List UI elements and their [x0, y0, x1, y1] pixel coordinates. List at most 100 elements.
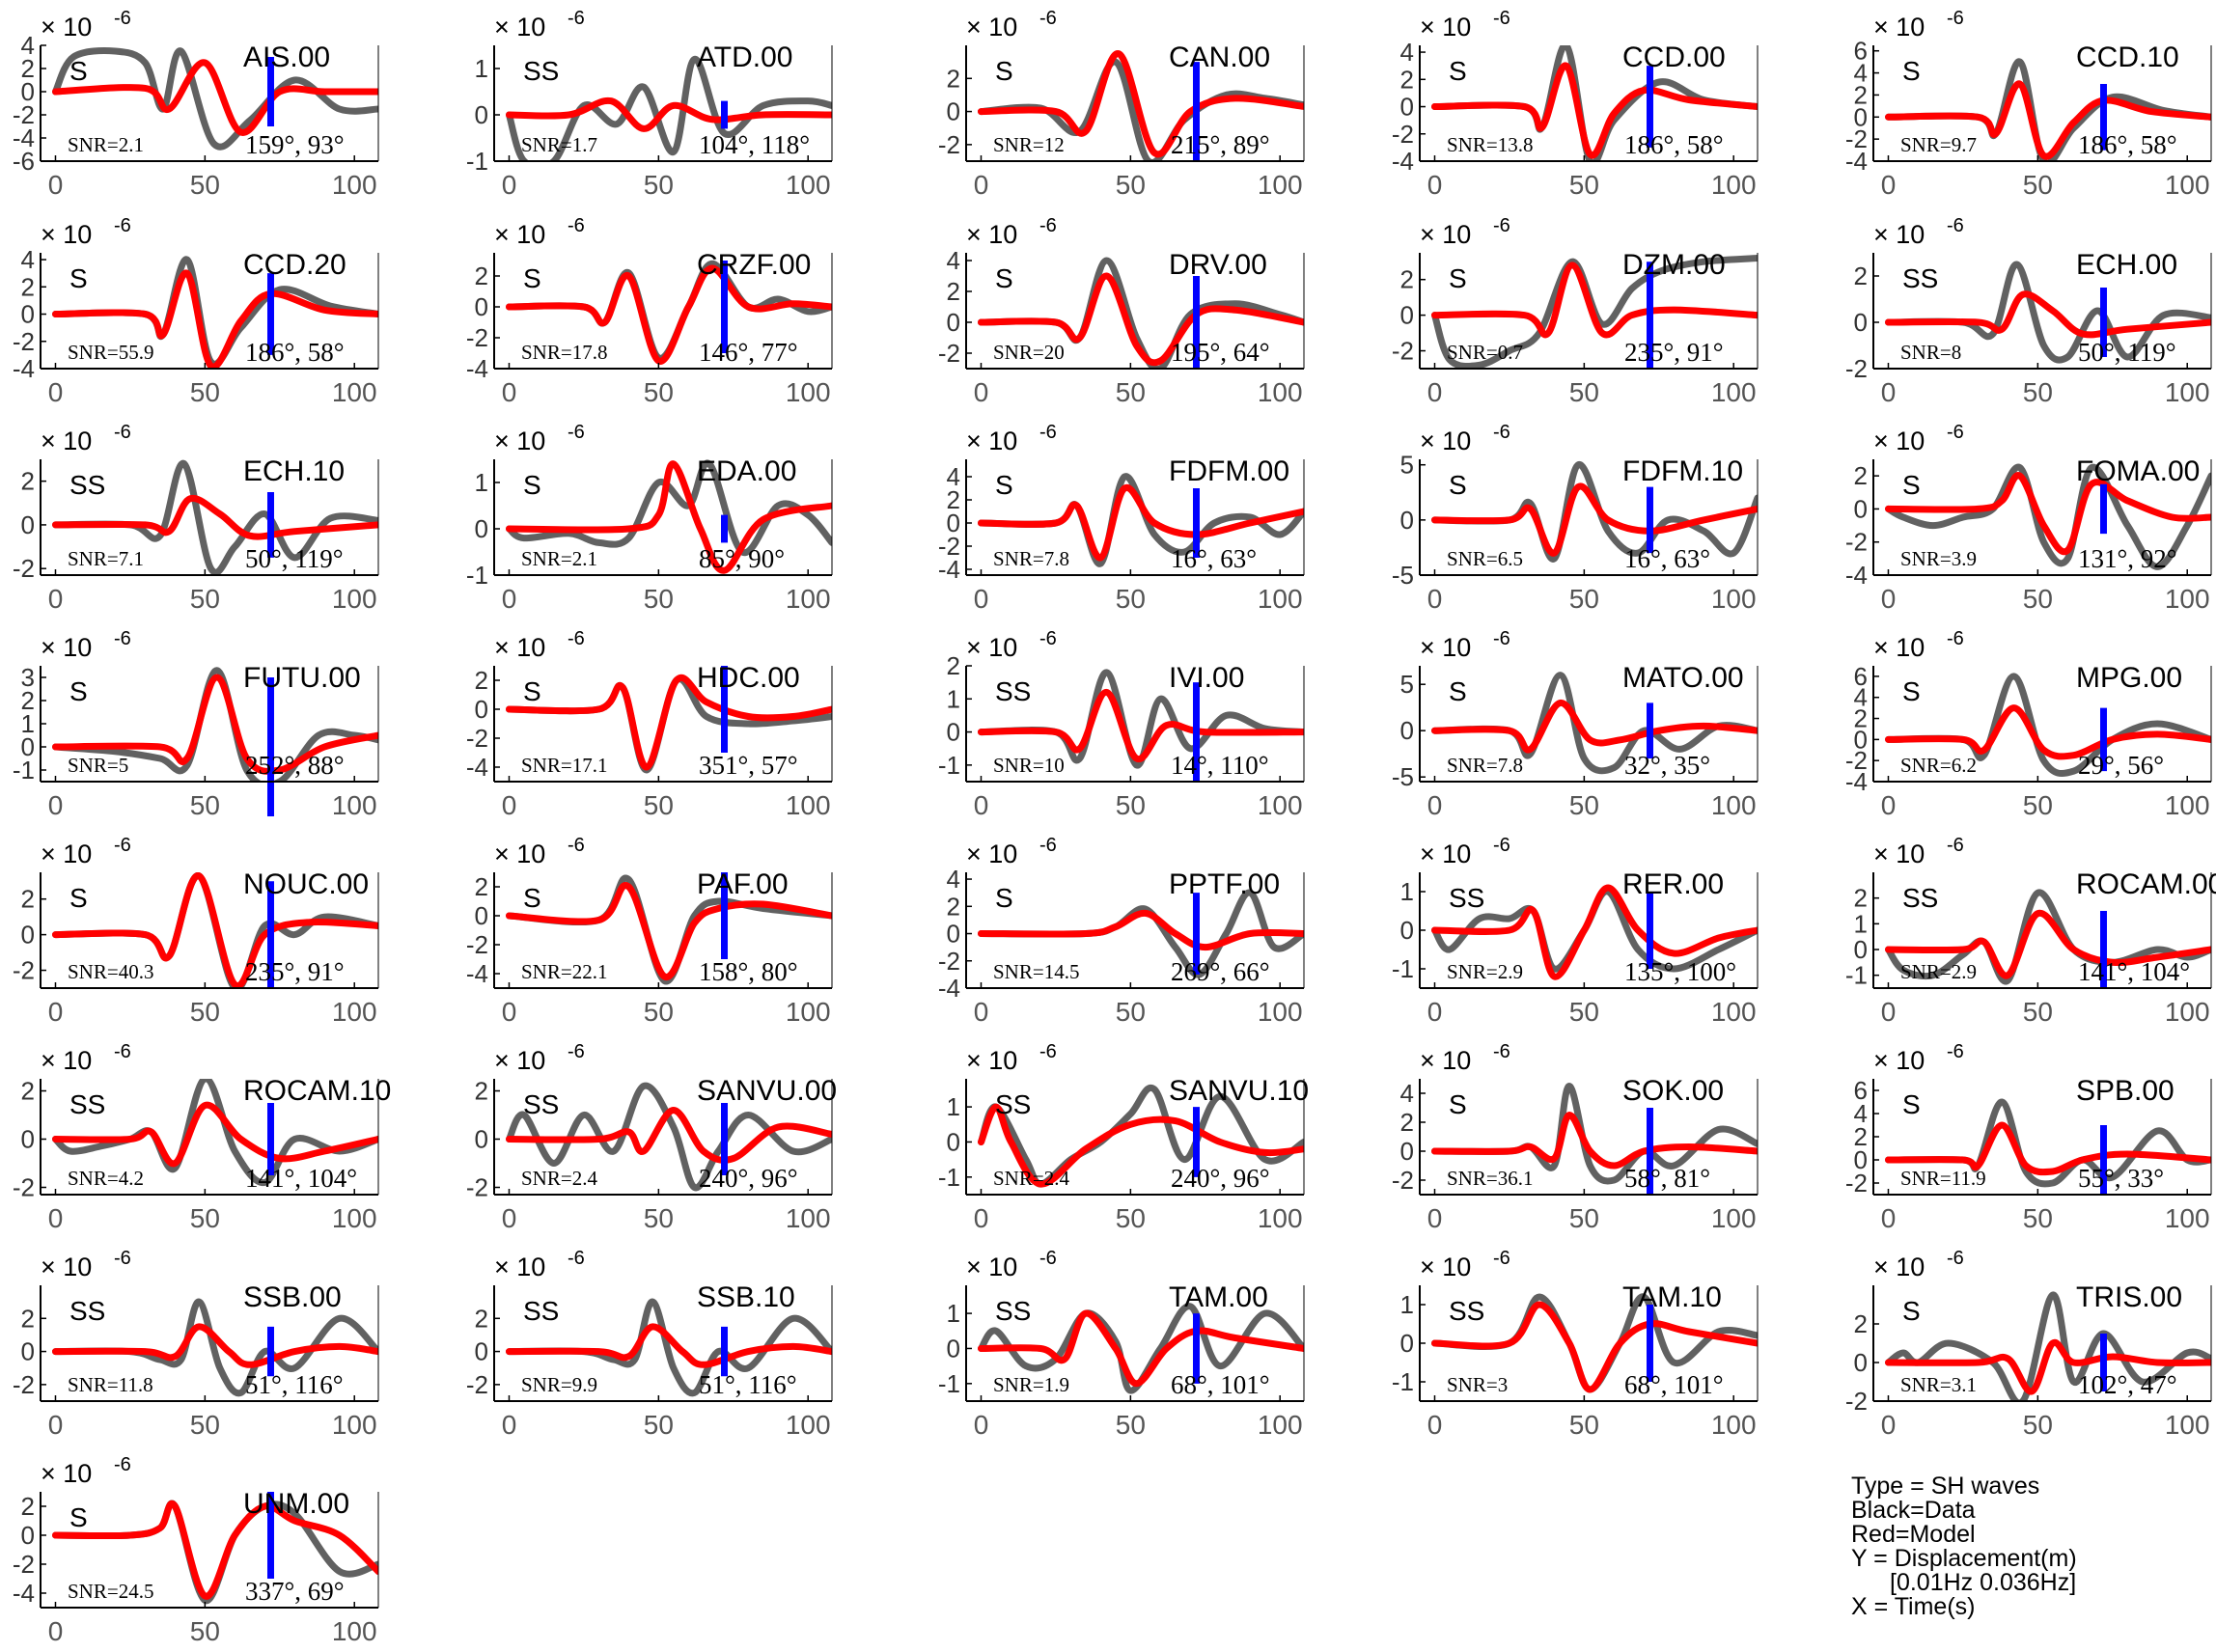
y-tick-label: 0 — [475, 514, 488, 543]
traces — [978, 257, 1304, 369]
traces — [1431, 672, 1758, 775]
y-tick-label: 0 — [21, 1521, 35, 1550]
x-tick-label: 100 — [2165, 170, 2210, 200]
legend-type: Type = SH waves — [1851, 1473, 2040, 1500]
x-tick-label: 0 — [1881, 584, 1897, 614]
y-tick-label: 0 — [1400, 506, 1414, 535]
model-trace — [1885, 290, 2211, 339]
exponent-label: × 10 — [1873, 220, 1925, 249]
snr-label: SNR=9.7 — [1900, 133, 1977, 156]
x-tick-label: 100 — [786, 1410, 831, 1440]
exponent-power: -6 — [1947, 215, 1964, 236]
y-tick-label: 1 — [1400, 1290, 1414, 1319]
x-tick-label: 50 — [190, 1203, 220, 1233]
x-tick-label: 0 — [1881, 377, 1897, 407]
x-tick-label: 50 — [190, 377, 220, 407]
exponent-label: × 10 — [494, 633, 545, 662]
x-tick-label: 0 — [974, 377, 989, 407]
angles-label: 141°, 104° — [2078, 957, 2190, 986]
station-label: NOUC.00 — [243, 868, 369, 900]
y-tick-label: -4 — [1845, 561, 1868, 590]
station-label: FDFM.00 — [1169, 455, 1289, 487]
traces — [52, 1298, 378, 1397]
x-tick-label: 100 — [332, 170, 377, 200]
x-tick-label: 100 — [1258, 997, 1303, 1027]
exponent-label: × 10 — [41, 1459, 92, 1488]
exponent-label: × 10 — [966, 1253, 1017, 1281]
x-tick-label: 0 — [502, 377, 517, 407]
model-trace — [1431, 482, 1758, 557]
exponent-label: × 10 — [1420, 220, 1471, 249]
y-tick-label: -2 — [466, 323, 488, 352]
angles-label: 68°, 101° — [1624, 1370, 1724, 1399]
exponent-power: -6 — [114, 1041, 131, 1062]
snr-label: SNR=7.1 — [68, 547, 144, 570]
y-tick-label: 2 — [1854, 1122, 1868, 1151]
x-tick-label: 50 — [2023, 790, 2053, 820]
y-tick-label: -1 — [938, 1369, 960, 1398]
y-tick-label: 0 — [947, 1334, 960, 1363]
x-tick-label: 50 — [1116, 170, 1146, 200]
phase-label: S — [69, 263, 88, 293]
x-tick-label: 0 — [974, 584, 989, 614]
phase-label: SS — [69, 470, 105, 500]
station-label: PAF.00 — [697, 868, 789, 900]
traces — [978, 50, 1304, 161]
y-tick-label: 0 — [1854, 308, 1868, 337]
panel-ech-00: × 10 -6 2 0 -2 0 50 100 SS ECH.00 SNR=8 50°, 119° — [1845, 215, 2212, 407]
angles-label: 16°, 63° — [1171, 544, 1257, 573]
y-tick-label: -1 — [1392, 954, 1414, 983]
y-tick-label: -2 — [13, 956, 35, 985]
x-tick-label: 100 — [786, 584, 831, 614]
angles-label: 102°, 47° — [2078, 1370, 2177, 1399]
snr-label: SNR=3 — [1447, 1373, 1508, 1396]
y-tick-label: 0 — [21, 1337, 35, 1366]
angles-label: 14°, 110° — [1171, 751, 1269, 780]
y-tick-label: 0 — [947, 97, 960, 126]
y-tick-label: 2 — [21, 467, 35, 496]
x-tick-label: 0 — [502, 790, 517, 820]
snr-label: SNR=20 — [993, 341, 1065, 364]
x-tick-label: 0 — [502, 997, 517, 1027]
angles-label: 195°, 64° — [1171, 338, 1270, 367]
x-tick-label: 100 — [332, 997, 377, 1027]
x-tick-label: 0 — [1427, 584, 1443, 614]
traces — [1885, 463, 2211, 570]
y-tick-label: 2 — [475, 872, 488, 901]
data-trace — [506, 1298, 832, 1397]
angles-label: 68°, 101° — [1171, 1370, 1270, 1399]
model-trace — [978, 909, 1304, 951]
y-tick-label: 2 — [947, 277, 960, 306]
y-tick-label: 2 — [947, 64, 960, 93]
phase-label: SS — [523, 1089, 559, 1119]
y-tick-label: -1 — [938, 1163, 960, 1192]
y-tick-label: 2 — [947, 892, 960, 921]
x-tick-label: 50 — [644, 1410, 674, 1440]
x-tick-label: 50 — [190, 170, 220, 200]
exponent-label: × 10 — [1873, 633, 1925, 662]
station-label: AIS.00 — [243, 41, 330, 73]
x-tick-label: 50 — [2023, 584, 2053, 614]
exponent-power: -6 — [1493, 422, 1510, 443]
y-tick-label: 1 — [475, 468, 488, 497]
x-tick-label: 0 — [1881, 790, 1897, 820]
station-label: ECH.10 — [243, 455, 345, 487]
y-tick-label: -2 — [938, 947, 960, 976]
exponent-label: × 10 — [41, 633, 92, 662]
station-label: CRZF.00 — [697, 249, 811, 281]
angles-label: 186°, 58° — [245, 338, 345, 367]
angles-label: 235°, 91° — [1624, 338, 1724, 367]
y-tick-label: 0 — [1400, 1137, 1414, 1166]
x-tick-label: 100 — [1711, 1410, 1757, 1440]
data-trace — [1431, 255, 1758, 369]
y-tick-label: -4 — [1392, 147, 1414, 176]
y-tick-label: -2 — [13, 554, 35, 583]
model-trace — [52, 674, 378, 775]
traces — [978, 1303, 1304, 1394]
phase-label: S — [523, 263, 541, 293]
exponent-label: × 10 — [1873, 427, 1925, 455]
traces — [978, 1084, 1304, 1188]
model-trace — [52, 1323, 378, 1368]
